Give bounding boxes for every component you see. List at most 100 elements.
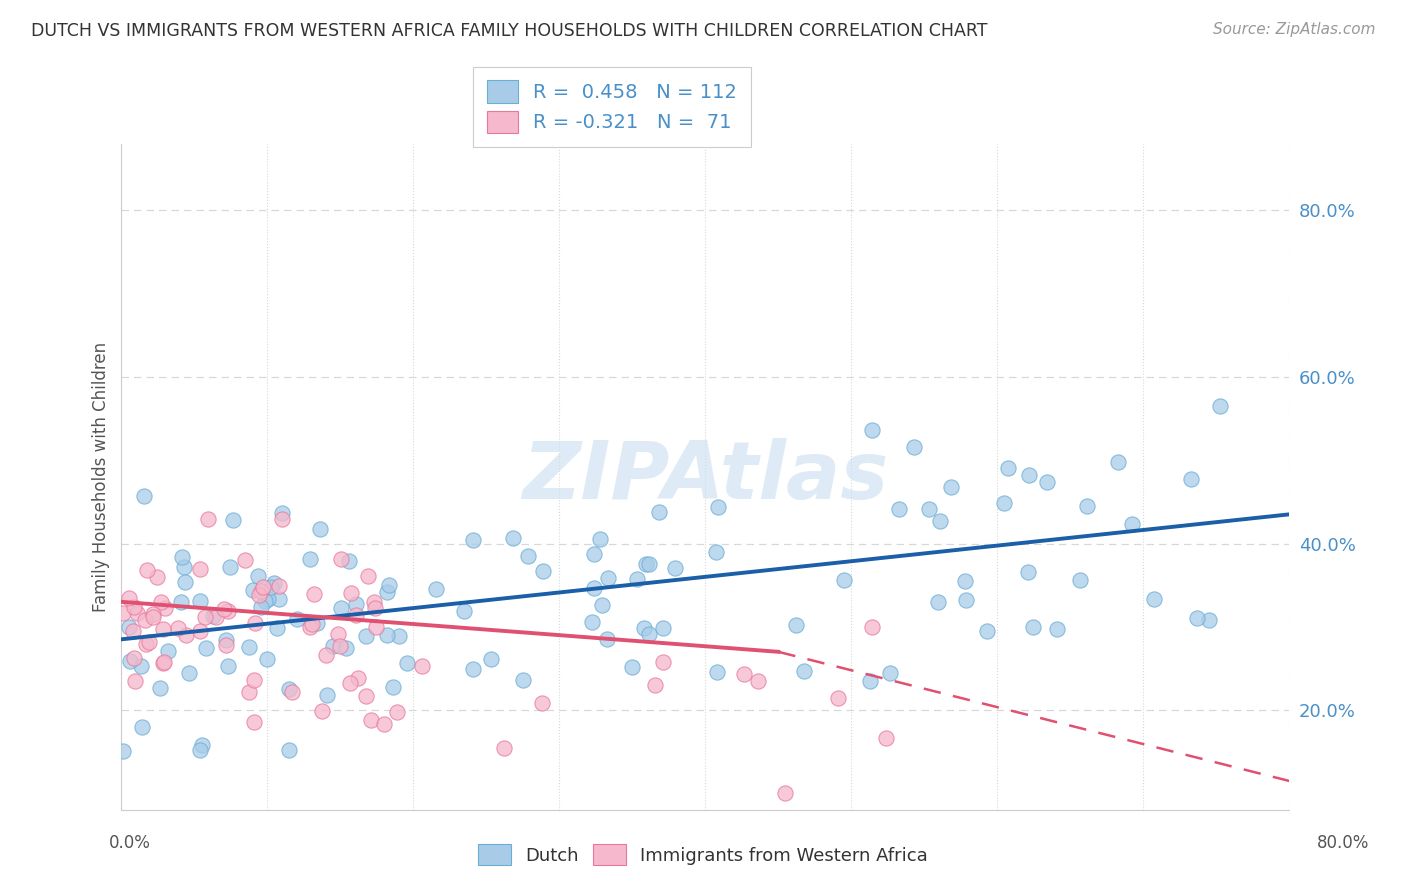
Point (122, 650, 145, 665)
Point (373, 717, 395, 731)
Point (706, 665, 728, 679)
Point (278, 742, 301, 756)
Point (339, 676, 361, 690)
Point (316, 688, 339, 702)
Text: Source: ZipAtlas.com: Source: ZipAtlas.com (1212, 22, 1375, 37)
Point (118, 654, 141, 668)
Point (1187, 611, 1209, 625)
Point (270, 506, 292, 520)
Point (146, 569, 169, 583)
Point (156, 643, 179, 657)
Point (302, 587, 325, 601)
Point (131, 720, 153, 734)
Point (242, 582, 264, 597)
Point (267, 592, 290, 607)
Point (177, 665, 200, 680)
Point (354, 629, 377, 643)
Point (142, 609, 165, 624)
Point (197, 511, 219, 525)
Point (256, 592, 278, 607)
Point (285, 612, 308, 626)
Point (217, 604, 239, 618)
Point (747, 674, 769, 689)
Point (149, 681, 172, 695)
Point (1076, 499, 1098, 513)
Point (626, 572, 648, 586)
Point (112, 744, 135, 758)
Point (346, 672, 368, 686)
Point (644, 678, 666, 692)
Point (152, 655, 174, 669)
Point (117, 591, 139, 605)
Point (125, 606, 148, 620)
Text: DUTCH VS IMMIGRANTS FROM WESTERN AFRICA FAMILY HOUSEHOLDS WITH CHILDREN CORRELAT: DUTCH VS IMMIGRANTS FROM WESTERN AFRICA … (31, 22, 987, 40)
Point (194, 610, 217, 624)
Point (132, 489, 155, 503)
Point (118, 620, 141, 634)
Point (502, 531, 524, 545)
Point (832, 573, 855, 587)
Point (363, 595, 385, 609)
Point (939, 480, 962, 494)
Point (620, 660, 643, 674)
Point (135, 637, 157, 651)
Point (1017, 565, 1039, 579)
Point (633, 621, 655, 635)
Point (395, 656, 418, 670)
Point (375, 585, 398, 599)
Point (652, 621, 675, 635)
Point (243, 715, 266, 730)
Y-axis label: Family Households with Children: Family Households with Children (93, 342, 110, 612)
Point (955, 593, 977, 607)
Point (263, 576, 285, 591)
Point (191, 738, 214, 752)
Point (204, 609, 226, 624)
Point (260, 580, 283, 594)
Point (1180, 472, 1202, 486)
Point (129, 659, 152, 673)
Point (859, 674, 882, 689)
Point (253, 594, 276, 608)
Point (308, 522, 330, 536)
Point (194, 641, 217, 656)
Point (589, 532, 612, 546)
Point (238, 640, 260, 654)
Point (315, 648, 337, 663)
Point (879, 665, 901, 680)
Text: ZIPAtlas: ZIPAtlas (522, 438, 889, 516)
Point (1022, 620, 1045, 634)
Point (221, 513, 243, 527)
Point (903, 441, 925, 455)
Point (280, 684, 302, 698)
Point (152, 622, 174, 636)
Point (1036, 475, 1059, 489)
Point (136, 563, 159, 577)
Point (461, 533, 484, 548)
Point (360, 713, 382, 727)
Point (124, 673, 146, 688)
Point (1142, 592, 1164, 607)
Point (266, 621, 288, 635)
Point (250, 599, 273, 614)
Point (634, 558, 657, 572)
Point (138, 634, 160, 648)
Point (219, 560, 242, 574)
Point (364, 600, 387, 615)
Point (918, 502, 941, 516)
Point (173, 574, 195, 589)
Point (411, 658, 433, 673)
Point (388, 630, 411, 644)
Point (382, 681, 405, 695)
Legend: Dutch, Immigrants from Western Africa: Dutch, Immigrants from Western Africa (471, 837, 935, 872)
Point (494, 740, 516, 755)
Point (531, 564, 554, 578)
Point (170, 595, 193, 609)
Point (188, 624, 211, 638)
Point (1121, 516, 1143, 531)
Point (707, 500, 730, 515)
Point (453, 604, 475, 618)
Point (329, 600, 352, 615)
Point (305, 616, 328, 631)
Point (174, 628, 197, 642)
Point (637, 626, 659, 640)
